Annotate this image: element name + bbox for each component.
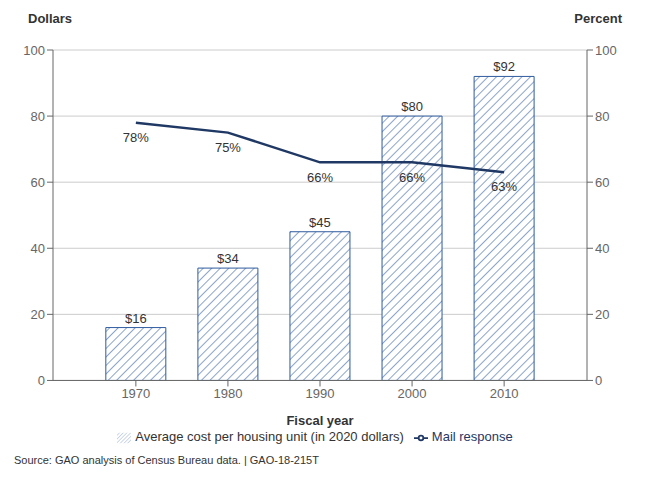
svg-text:66%: 66% (307, 170, 333, 185)
svg-text:100: 100 (23, 43, 45, 58)
svg-text:0: 0 (595, 373, 602, 388)
svg-text:1970: 1970 (121, 386, 150, 401)
svg-text:$34: $34 (217, 251, 239, 266)
svg-text:2000: 2000 (398, 386, 427, 401)
svg-text:75%: 75% (215, 140, 241, 155)
svg-text:$92: $92 (493, 59, 515, 74)
svg-text:60: 60 (595, 175, 609, 190)
svg-text:60: 60 (31, 175, 45, 190)
svg-text:63%: 63% (491, 179, 517, 194)
svg-text:20: 20 (595, 307, 609, 322)
html-text:Percent: Percent (574, 11, 622, 26)
html-text:Source: GAO analysis of Census: Source: GAO analysis of Census Bureau da… (14, 454, 319, 466)
svg-text:$45: $45 (309, 215, 331, 230)
svg-text:1980: 1980 (213, 386, 242, 401)
svg-text:66%: 66% (399, 170, 425, 185)
svg-text:100: 100 (595, 43, 617, 58)
svg-text:78%: 78% (123, 130, 149, 145)
svg-text:80: 80 (595, 109, 609, 124)
svg-text:40: 40 (595, 241, 609, 256)
svg-text:$16: $16 (125, 311, 147, 326)
svg-text:40: 40 (31, 241, 45, 256)
html-text:Average cost per housing unit: Average cost per housing unit (in 2020 d… (135, 429, 404, 445)
svg-text:$80: $80 (401, 99, 423, 114)
svg-text:80: 80 (31, 109, 45, 124)
svg-text:1990: 1990 (306, 386, 335, 401)
svg-text:2010: 2010 (490, 386, 519, 401)
svg-text:20: 20 (31, 307, 45, 322)
svg-text:Fiscal year: Fiscal year (286, 413, 353, 428)
html-text:Mail response: Mail response (431, 429, 513, 445)
svg-text:0: 0 (38, 373, 45, 388)
html-text:Dollars: Dollars (28, 11, 73, 26)
